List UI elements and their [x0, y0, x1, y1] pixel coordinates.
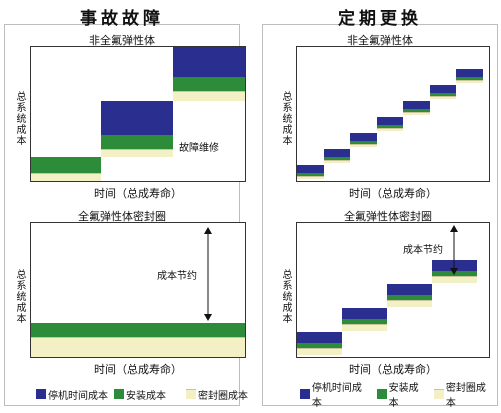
right-bottom-seal-4 [432, 276, 477, 283]
left-bottom-seal [31, 337, 245, 357]
downtime-swatch-right [300, 389, 310, 399]
right-top-dt-7 [456, 69, 483, 77]
right-top-dt-2 [323, 149, 350, 157]
left-top-x-label: 时间（总成寿命） [94, 187, 182, 200]
right-top-inst-2 [323, 157, 350, 160]
right-top-dt-6 [429, 85, 456, 93]
left-panel [4, 24, 240, 406]
right-top-inst-4 [376, 125, 403, 128]
left-bottom-chart-title: 全氟弹性体密封圈 [78, 210, 166, 223]
install-swatch [114, 389, 124, 399]
seal-swatch-right [434, 389, 444, 399]
right-top-seal-1 [297, 176, 324, 179]
legend-seal: 密封圈成本 [186, 387, 248, 402]
legend-install-right: 安装成本 [376, 379, 428, 409]
right-top-dt-1 [297, 165, 324, 173]
right-top-seal-7 [456, 80, 483, 83]
right-bottom-chart: 成本节约 [296, 222, 490, 358]
left-bottom-savings-arrow [204, 227, 212, 321]
right-bottom-seal-2 [342, 324, 387, 331]
right-top-inst-6 [429, 93, 456, 96]
left-bottom-y-label: 总系统成本 [16, 270, 27, 325]
right-top-x-label: 时间（总成寿命） [349, 187, 437, 200]
right-top-seal-5 [403, 112, 430, 115]
right-bottom-y-label: 总系统成本 [282, 270, 293, 325]
left-top-install-2 [101, 135, 173, 149]
right-top-seal-4 [376, 128, 403, 131]
right-bottom-dt-1 [297, 332, 342, 343]
left-top-install-1 [31, 157, 101, 173]
right-legend: 停机时间成本 安装成本 密封圈成本 [300, 383, 501, 409]
right-bottom-savings-arrow [450, 225, 458, 275]
left-bottom-chart: 成本节约 [30, 222, 246, 358]
legend-downtime-right: 停机时间成本 [300, 379, 371, 409]
install-swatch-right [376, 389, 387, 399]
left-top-seal-3 [173, 91, 245, 101]
right-top-chart [296, 46, 490, 182]
right-top-seal-6 [429, 96, 456, 99]
right-bottom-dt-2 [342, 308, 387, 319]
right-bottom-chart-title: 全氟弹性体密封圈 [344, 210, 432, 223]
left-bottom-install [31, 323, 245, 337]
left-bottom-annotation: 成本节约 [157, 271, 197, 282]
right-top-dt-4 [376, 117, 403, 125]
left-legend: 停机时间成本 安装成本 密封圈成本 [36, 386, 254, 402]
right-top-inst-7 [456, 77, 483, 80]
left-top-downtime-3 [173, 47, 245, 77]
left-panel-title: 事故故障 [80, 9, 164, 29]
right-top-y-label: 总系统成本 [282, 92, 293, 147]
legend-seal-right: 密封圈成本 [434, 379, 495, 409]
right-top-seal-3 [350, 144, 377, 147]
left-top-annotation: 故障维修 [179, 143, 219, 154]
right-top-inst-1 [297, 173, 324, 176]
left-top-chart: 故障维修 [30, 46, 246, 182]
right-bottom-seal-1 [297, 348, 342, 355]
left-top-downtime-2 [101, 101, 173, 135]
downtime-swatch [36, 389, 46, 399]
right-top-inst-5 [403, 109, 430, 112]
left-top-install-3 [173, 77, 245, 91]
right-bottom-inst-3 [387, 295, 432, 300]
right-bottom-x-label: 时间（总成寿命） [349, 363, 437, 376]
right-bottom-annotation: 成本节约 [403, 245, 443, 256]
right-panel [262, 24, 498, 406]
right-top-dt-3 [350, 133, 377, 141]
right-bottom-seal-3 [387, 300, 432, 307]
right-top-seal-2 [323, 160, 350, 163]
seal-swatch [186, 389, 196, 399]
right-bottom-inst-1 [297, 343, 342, 348]
right-panel-title: 定期更换 [338, 9, 422, 29]
left-top-chart-title: 非全氟弹性体 [89, 34, 155, 47]
right-top-inst-3 [350, 141, 377, 144]
left-top-seal-2 [101, 149, 173, 157]
left-bottom-x-label: 时间（总成寿命） [94, 363, 182, 376]
right-bottom-inst-2 [342, 319, 387, 324]
right-top-chart-title: 非全氟弹性体 [347, 34, 413, 47]
left-top-y-label: 总系统成本 [16, 92, 27, 147]
legend-downtime: 停机时间成本 [36, 387, 108, 402]
right-top-dt-5 [403, 101, 430, 109]
left-top-seal-1 [31, 173, 101, 181]
right-bottom-dt-3 [387, 284, 432, 295]
legend-install: 安装成本 [114, 387, 166, 402]
